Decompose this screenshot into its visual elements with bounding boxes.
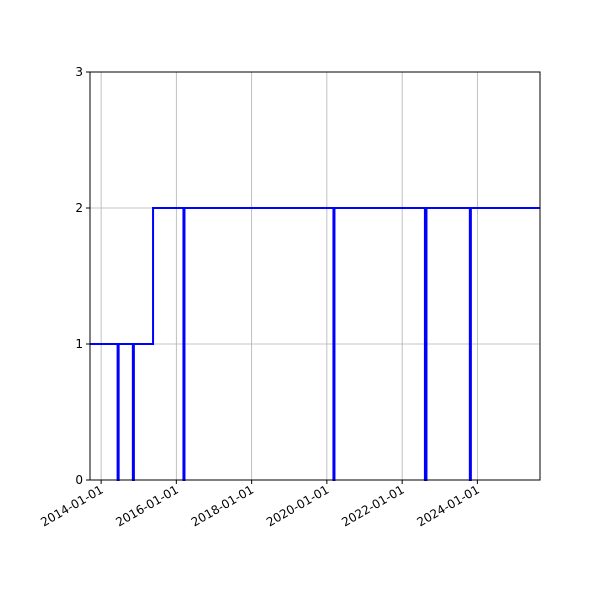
plot-area: [90, 207, 540, 481]
y-tick-label: 1: [75, 337, 83, 351]
y-axis: 0 1 2 3: [75, 65, 90, 487]
y-tick-label: 2: [75, 201, 83, 215]
series-line: [90, 207, 540, 481]
y-tick-label: 3: [75, 65, 83, 79]
y-tick-label: 0: [75, 473, 83, 487]
axes-frame: [89, 71, 541, 481]
